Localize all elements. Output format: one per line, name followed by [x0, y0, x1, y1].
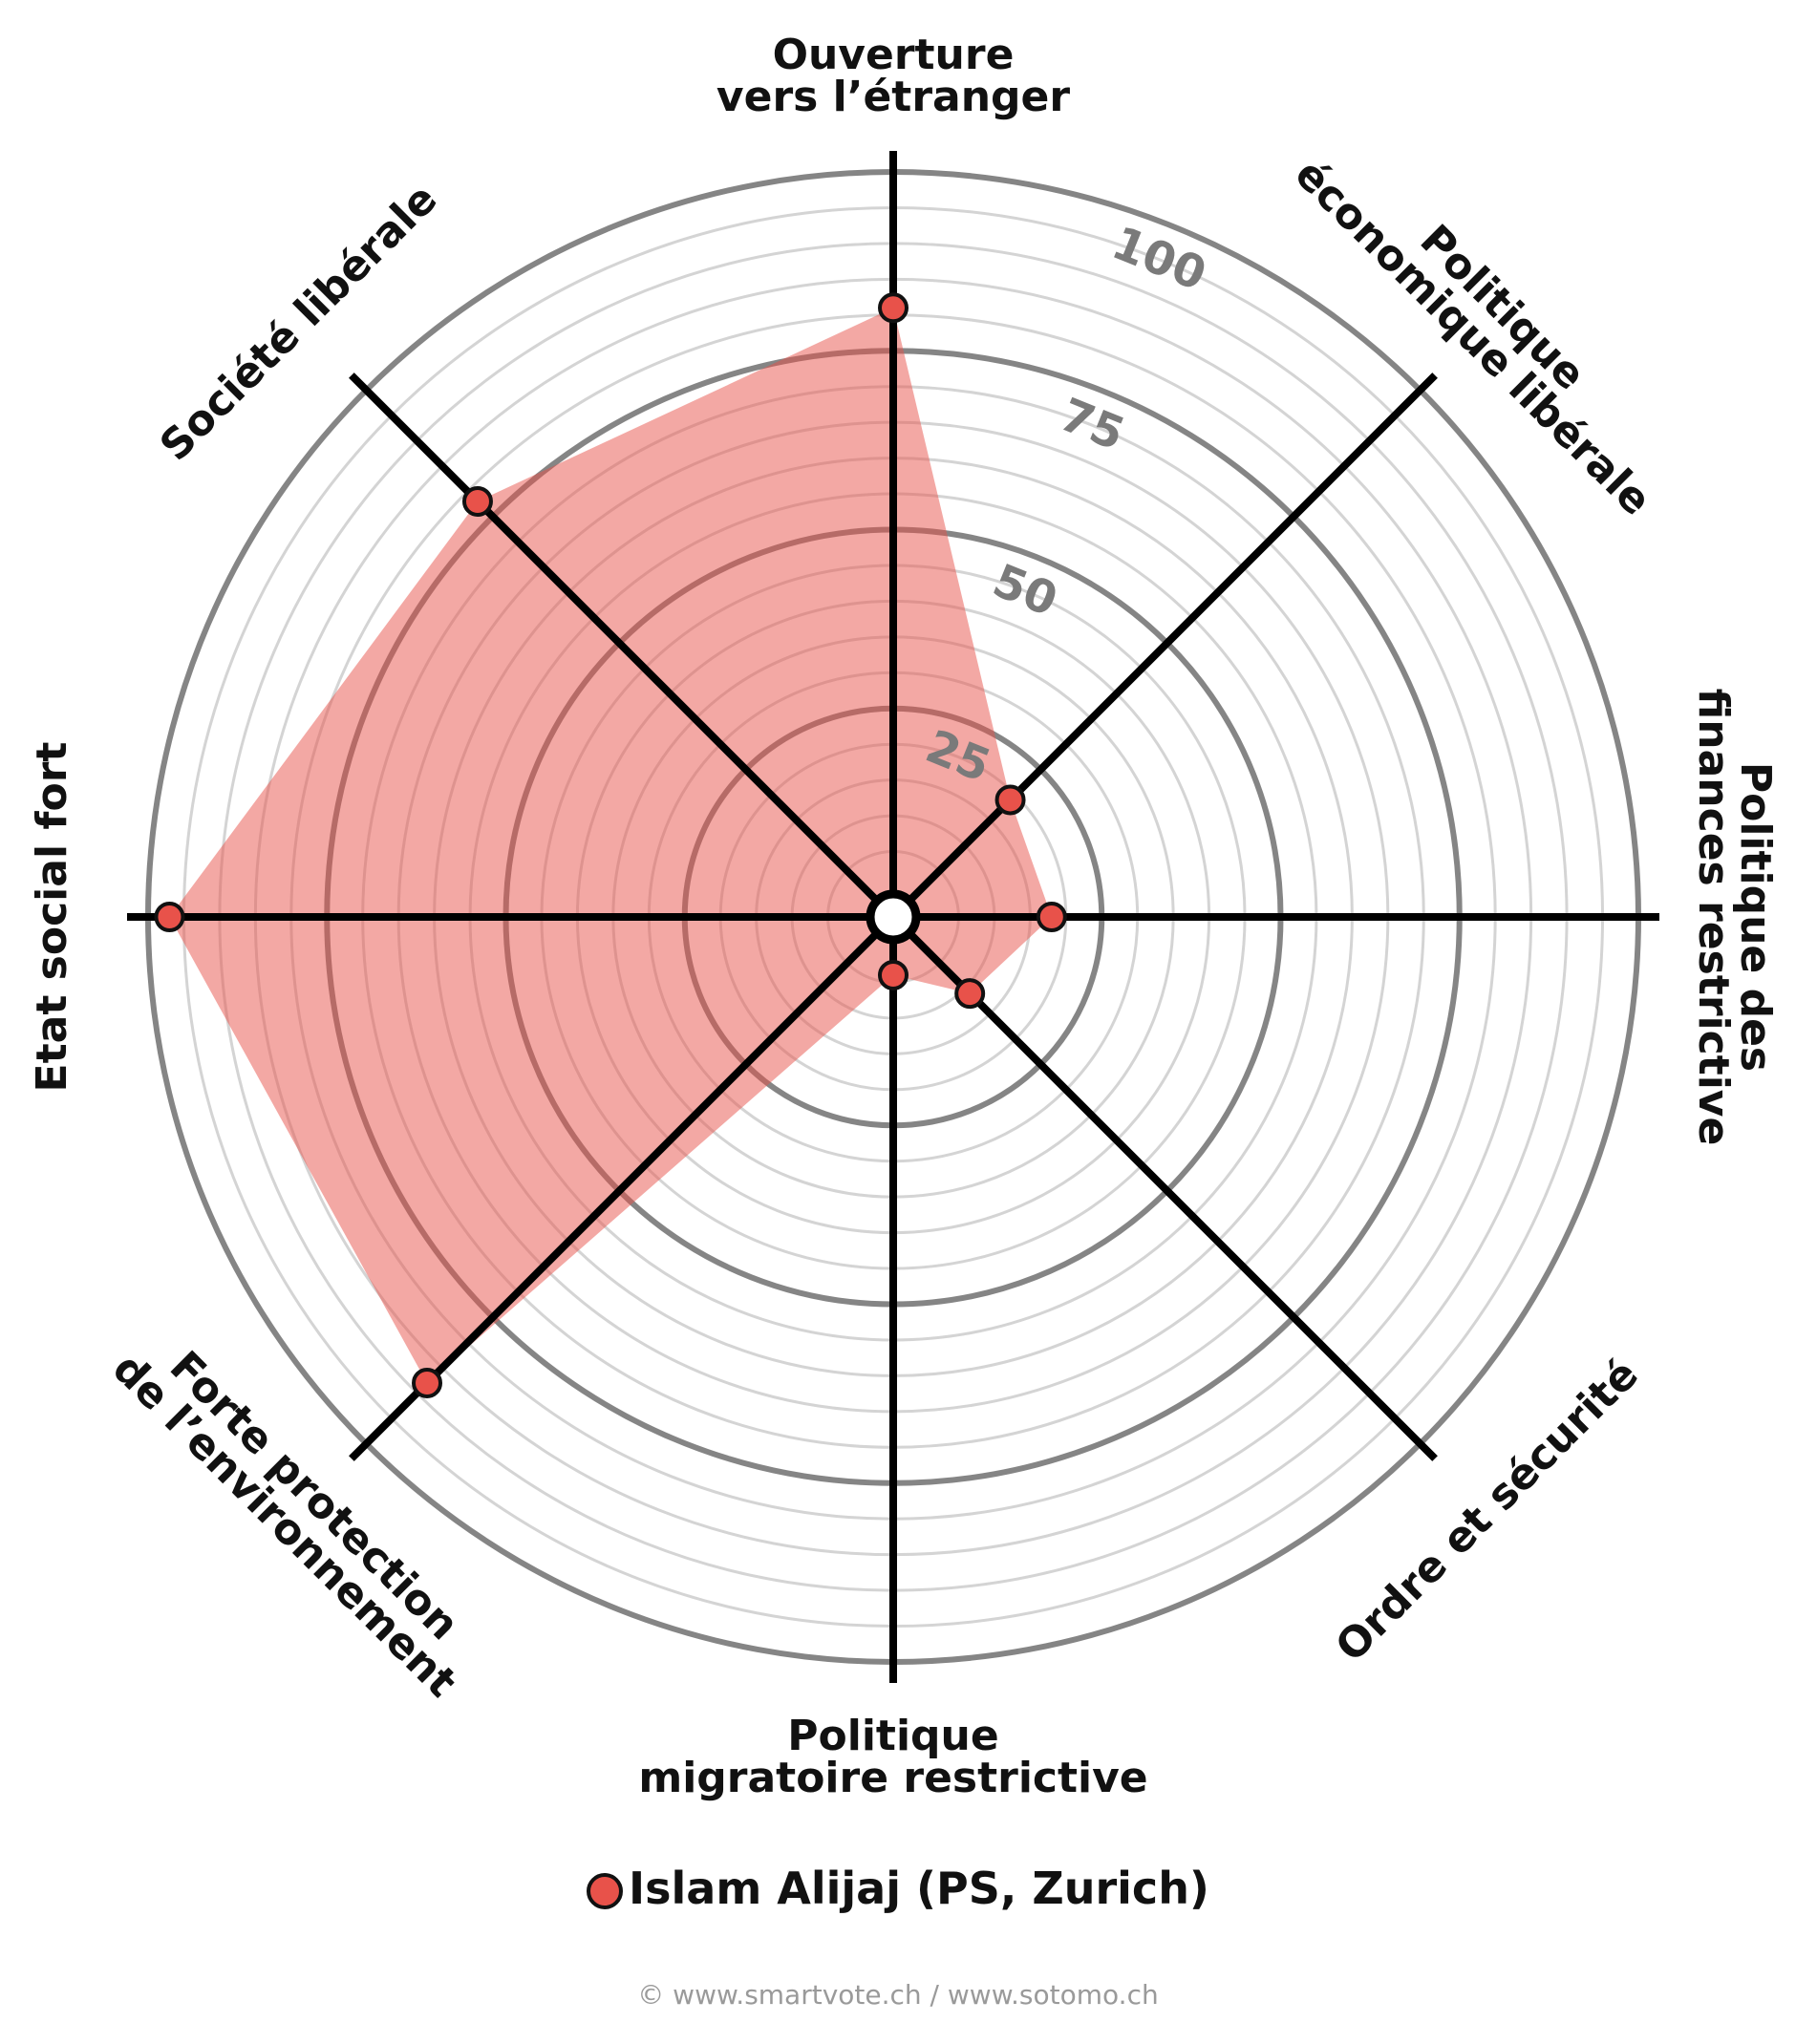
axis-label: Politique des finances restrictive [1689, 688, 1780, 1146]
axis-label: Ouverture vers l’étranger [716, 31, 1071, 121]
radar-point [461, 485, 493, 517]
radar-point [154, 902, 185, 932]
legend-marker [587, 1873, 624, 1909]
axis-spoke [349, 373, 896, 920]
axis-spoke [890, 373, 1438, 920]
center-hub [866, 889, 921, 945]
legend-label: Islam Alijaj (PS, Zurich) [629, 1863, 1209, 1914]
axis-label: Politique migratoire restrictive [638, 1712, 1148, 1802]
axis-spoke [890, 914, 1438, 1461]
radar-point [994, 784, 1026, 816]
axis-spoke [349, 914, 896, 1461]
source: © www.smartvote.ch / www.sotomo.ch [637, 1979, 1159, 2011]
legend: Islam Alijaj (PS, Zurich) [0, 1863, 1796, 1914]
radar-point [412, 1367, 443, 1398]
radar-point [878, 959, 909, 990]
radar-point [878, 292, 909, 324]
axis-label: Etat social fort [28, 741, 76, 1093]
radar-point [1036, 902, 1067, 932]
r-tick-label: 100 [1104, 216, 1213, 301]
radar-area [169, 308, 1052, 1383]
radar-point [954, 978, 986, 1010]
